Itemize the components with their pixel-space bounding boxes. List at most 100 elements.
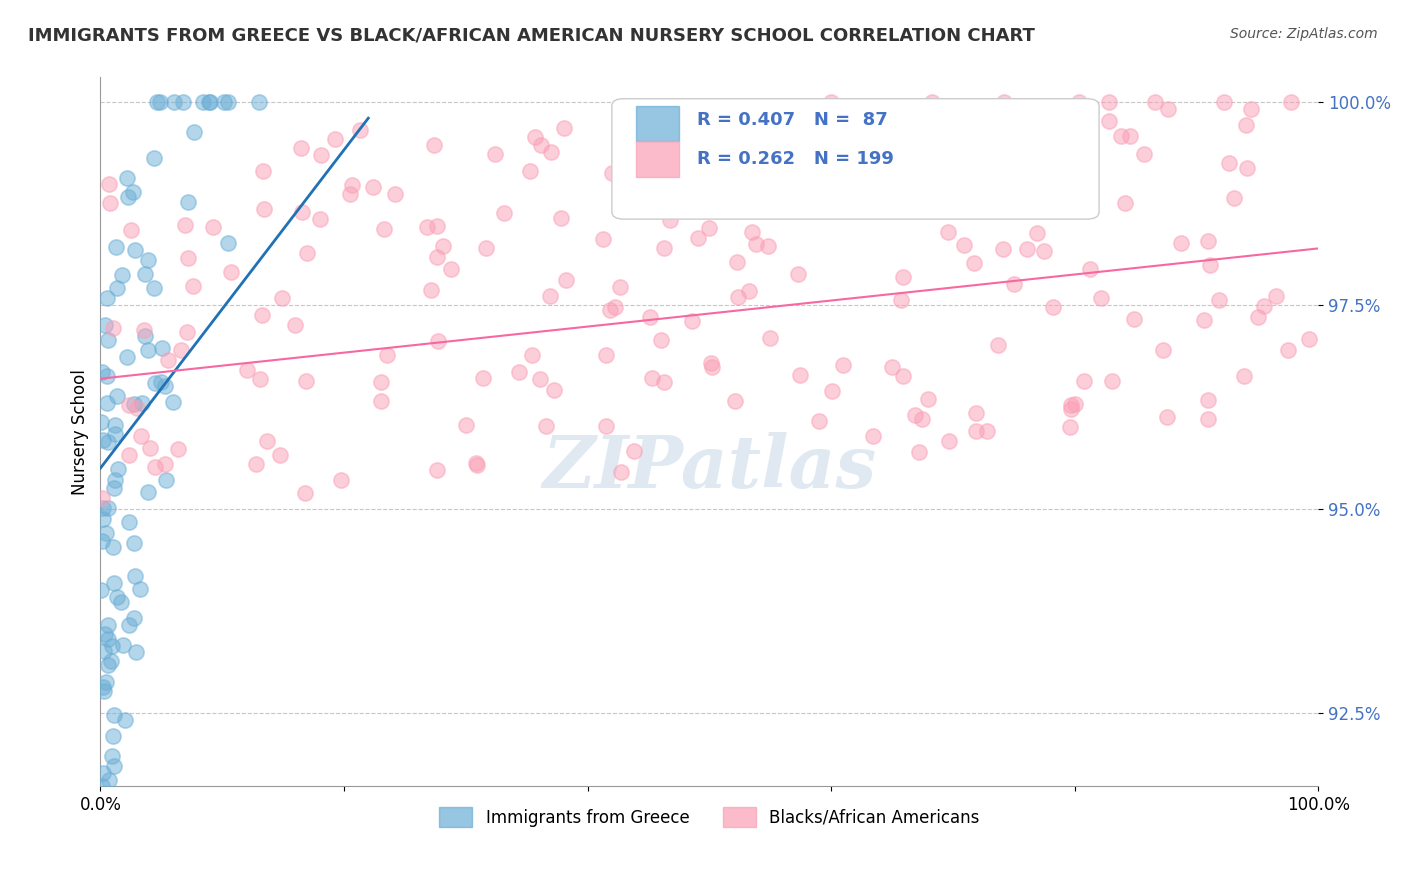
Point — [91, 500, 114, 515]
Point — [1157, 102, 1180, 116]
Point — [339, 187, 361, 202]
Legend: Immigrants from Greece, Blacks/African Americans: Immigrants from Greece, Blacks/African A… — [432, 800, 987, 834]
Point — [104, 427, 127, 442]
Point — [373, 222, 395, 236]
Point — [1218, 156, 1240, 170]
FancyBboxPatch shape — [637, 141, 679, 177]
Point — [700, 360, 723, 375]
Point — [103, 759, 125, 773]
Point — [530, 138, 553, 153]
Point — [882, 359, 904, 374]
Point — [820, 95, 842, 109]
Point — [756, 238, 779, 252]
Point — [148, 95, 170, 109]
Point — [1073, 163, 1095, 178]
Point — [269, 448, 291, 462]
Point — [97, 658, 120, 673]
Point — [1156, 409, 1178, 424]
Point — [125, 645, 148, 659]
Point — [136, 484, 159, 499]
Point — [519, 163, 541, 178]
Point — [636, 113, 658, 128]
Point — [898, 200, 921, 214]
Point — [965, 424, 987, 438]
Point — [361, 179, 384, 194]
Point — [1298, 332, 1320, 346]
Point — [1114, 196, 1136, 211]
Point — [117, 190, 139, 204]
Point — [107, 389, 129, 403]
Point — [465, 456, 488, 470]
Point — [1064, 397, 1087, 411]
Point — [1060, 402, 1083, 417]
Point — [150, 341, 173, 355]
Point — [1090, 291, 1112, 305]
Point — [592, 232, 614, 246]
Point — [1208, 293, 1230, 308]
Point — [370, 394, 392, 409]
Point — [118, 618, 141, 632]
Point — [440, 261, 463, 276]
Point — [638, 310, 661, 325]
FancyBboxPatch shape — [637, 106, 679, 141]
Point — [91, 491, 114, 505]
Point — [759, 331, 782, 345]
Point — [114, 713, 136, 727]
Point — [1144, 95, 1167, 109]
Point — [699, 356, 721, 370]
Point — [1223, 191, 1246, 205]
Point — [201, 219, 224, 234]
Point — [738, 284, 761, 298]
Point — [252, 164, 274, 178]
Point — [118, 448, 141, 462]
Point — [1277, 343, 1299, 357]
Point — [789, 368, 811, 382]
Point — [641, 370, 664, 384]
Point — [671, 175, 693, 189]
Point — [938, 434, 960, 449]
Point — [786, 267, 808, 281]
Point — [1060, 398, 1083, 412]
Point — [122, 536, 145, 550]
Point — [891, 269, 914, 284]
Point — [963, 256, 986, 270]
Point — [1213, 95, 1236, 109]
Point — [117, 398, 139, 412]
Point — [427, 334, 450, 348]
Point — [1264, 289, 1286, 303]
Point — [665, 137, 688, 152]
Point — [94, 627, 117, 641]
Point — [97, 617, 120, 632]
Point — [904, 409, 927, 423]
Point — [340, 178, 363, 193]
Point — [1098, 95, 1121, 109]
Point — [1119, 128, 1142, 143]
Point — [124, 243, 146, 257]
Point — [91, 512, 114, 526]
Point — [143, 151, 166, 165]
Point — [610, 466, 633, 480]
Point — [508, 366, 530, 380]
Point — [976, 424, 998, 438]
Point — [138, 343, 160, 358]
Point — [212, 95, 235, 109]
Point — [177, 252, 200, 266]
Point — [173, 219, 195, 233]
Point — [143, 281, 166, 295]
Point — [110, 595, 132, 609]
Point — [98, 177, 121, 191]
Point — [728, 131, 751, 145]
Point — [290, 141, 312, 155]
Point — [98, 195, 121, 210]
Point — [101, 540, 124, 554]
Point — [105, 281, 128, 295]
Point — [103, 481, 125, 495]
Point — [686, 231, 709, 245]
Point — [96, 396, 118, 410]
Point — [831, 358, 853, 372]
Point — [284, 318, 307, 332]
FancyBboxPatch shape — [612, 99, 1099, 219]
Point — [520, 348, 543, 362]
Point — [100, 654, 122, 668]
Point — [132, 323, 155, 337]
